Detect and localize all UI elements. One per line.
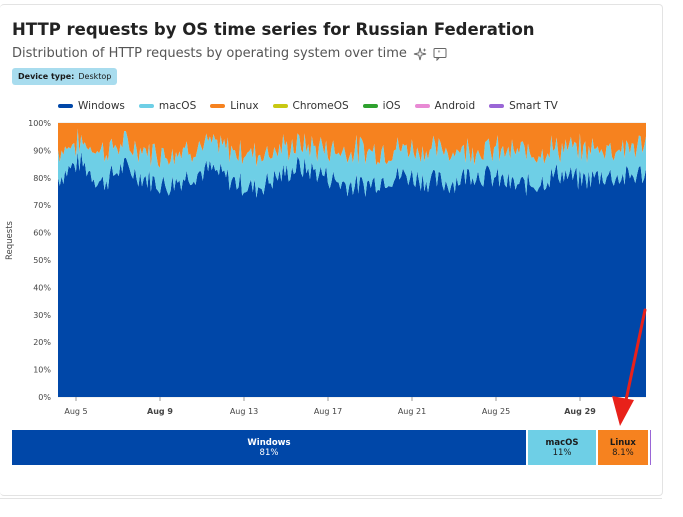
device-type-badge[interactable]: Device type: Desktop — [12, 68, 118, 85]
x-tick-label: Aug 17 — [314, 407, 342, 416]
legend-item-macos[interactable]: macOS — [138, 100, 197, 112]
badge-value: Desktop — [78, 72, 112, 81]
y-tick-label: 70% — [33, 201, 51, 210]
y-tick-label: 0% — [38, 393, 51, 402]
area-series-macos — [58, 128, 646, 198]
legend-label: Windows — [78, 100, 125, 112]
legend-item-smart-tv[interactable]: Smart TV — [489, 100, 558, 112]
share-label: Linux — [609, 437, 636, 448]
subtitle-row: Distribution of HTTP requests by operati… — [12, 46, 447, 61]
badge-key: Device type: — [18, 72, 75, 81]
share-segment-linux[interactable]: Linux 8.1% — [598, 430, 650, 465]
y-tick-label: 10% — [33, 366, 51, 375]
area-chart: 0% 10% 20% 30% 40% 50% 60% 70% 80% 90% 100% Aug 5 Au… — [28, 119, 646, 416]
legend-swatch — [272, 104, 288, 108]
legend-item-chromeos[interactable]: ChromeOS — [272, 100, 349, 112]
share-segment-macos[interactable]: macOS 11% — [528, 430, 599, 465]
share-label: macOS — [545, 437, 579, 448]
legend-swatch — [362, 104, 378, 108]
y-tick-label: 40% — [33, 283, 51, 292]
legend-swatch — [58, 104, 73, 108]
legend-label: Linux — [230, 100, 259, 112]
share-value: 81% — [259, 447, 279, 458]
legend-item-ios[interactable]: iOS — [362, 100, 401, 112]
x-tick-label: Aug 29 — [564, 407, 596, 416]
x-tick-label: Aug 5 — [64, 407, 87, 416]
legend-label: Android — [434, 100, 476, 112]
svg-text:": " — [437, 49, 440, 57]
x-tick-label: Aug 9 — [147, 407, 173, 416]
legend-item-windows[interactable]: Windows — [58, 100, 125, 112]
share-segment-other[interactable] — [649, 430, 653, 465]
legend-label: iOS — [382, 100, 401, 112]
share-bar: Windows 81% macOS 11% Linux 8.1% — [12, 430, 653, 465]
legend-label: macOS — [158, 100, 197, 112]
y-tick-label: 80% — [33, 174, 51, 183]
y-tick-label: 100% — [28, 119, 51, 128]
y-tick-label: 90% — [33, 146, 51, 155]
share-segment-windows[interactable]: Windows 81% — [12, 430, 528, 465]
area-series-linux — [58, 123, 646, 168]
sparkle-icon[interactable] — [413, 47, 427, 61]
legend-swatch — [210, 104, 226, 108]
x-tick-label: Aug 21 — [398, 407, 426, 416]
share-value: 11% — [552, 447, 572, 458]
y-tick-label: 60% — [33, 229, 51, 238]
chart-legend: Windows macOS Linux ChromeOS iOS Android Smart… — [58, 100, 558, 112]
subtitle: Distribution of HTTP requests by operati… — [12, 46, 407, 61]
page-title: HTTP requests by OS time series for Russ… — [12, 20, 535, 39]
x-tick-label: Aug 13 — [230, 407, 258, 416]
legend-swatch — [414, 104, 430, 108]
y-tick-label: 50% — [33, 256, 51, 265]
legend-swatch — [138, 104, 154, 108]
legend-swatch — [489, 104, 505, 108]
divider — [0, 498, 662, 499]
y-tick-label: 30% — [33, 311, 51, 320]
y-tick-label: 20% — [33, 338, 51, 347]
quote-icon[interactable]: " — [433, 47, 447, 61]
area-series-windows — [58, 151, 646, 397]
legend-label: Smart TV — [509, 100, 558, 112]
legend-item-linux[interactable]: Linux — [210, 100, 259, 112]
x-tick-label: Aug 25 — [482, 407, 510, 416]
share-value: 8.1% — [612, 447, 634, 458]
share-label: Windows — [247, 437, 291, 448]
legend-label: ChromeOS — [292, 100, 349, 112]
legend-item-android[interactable]: Android — [414, 100, 476, 112]
